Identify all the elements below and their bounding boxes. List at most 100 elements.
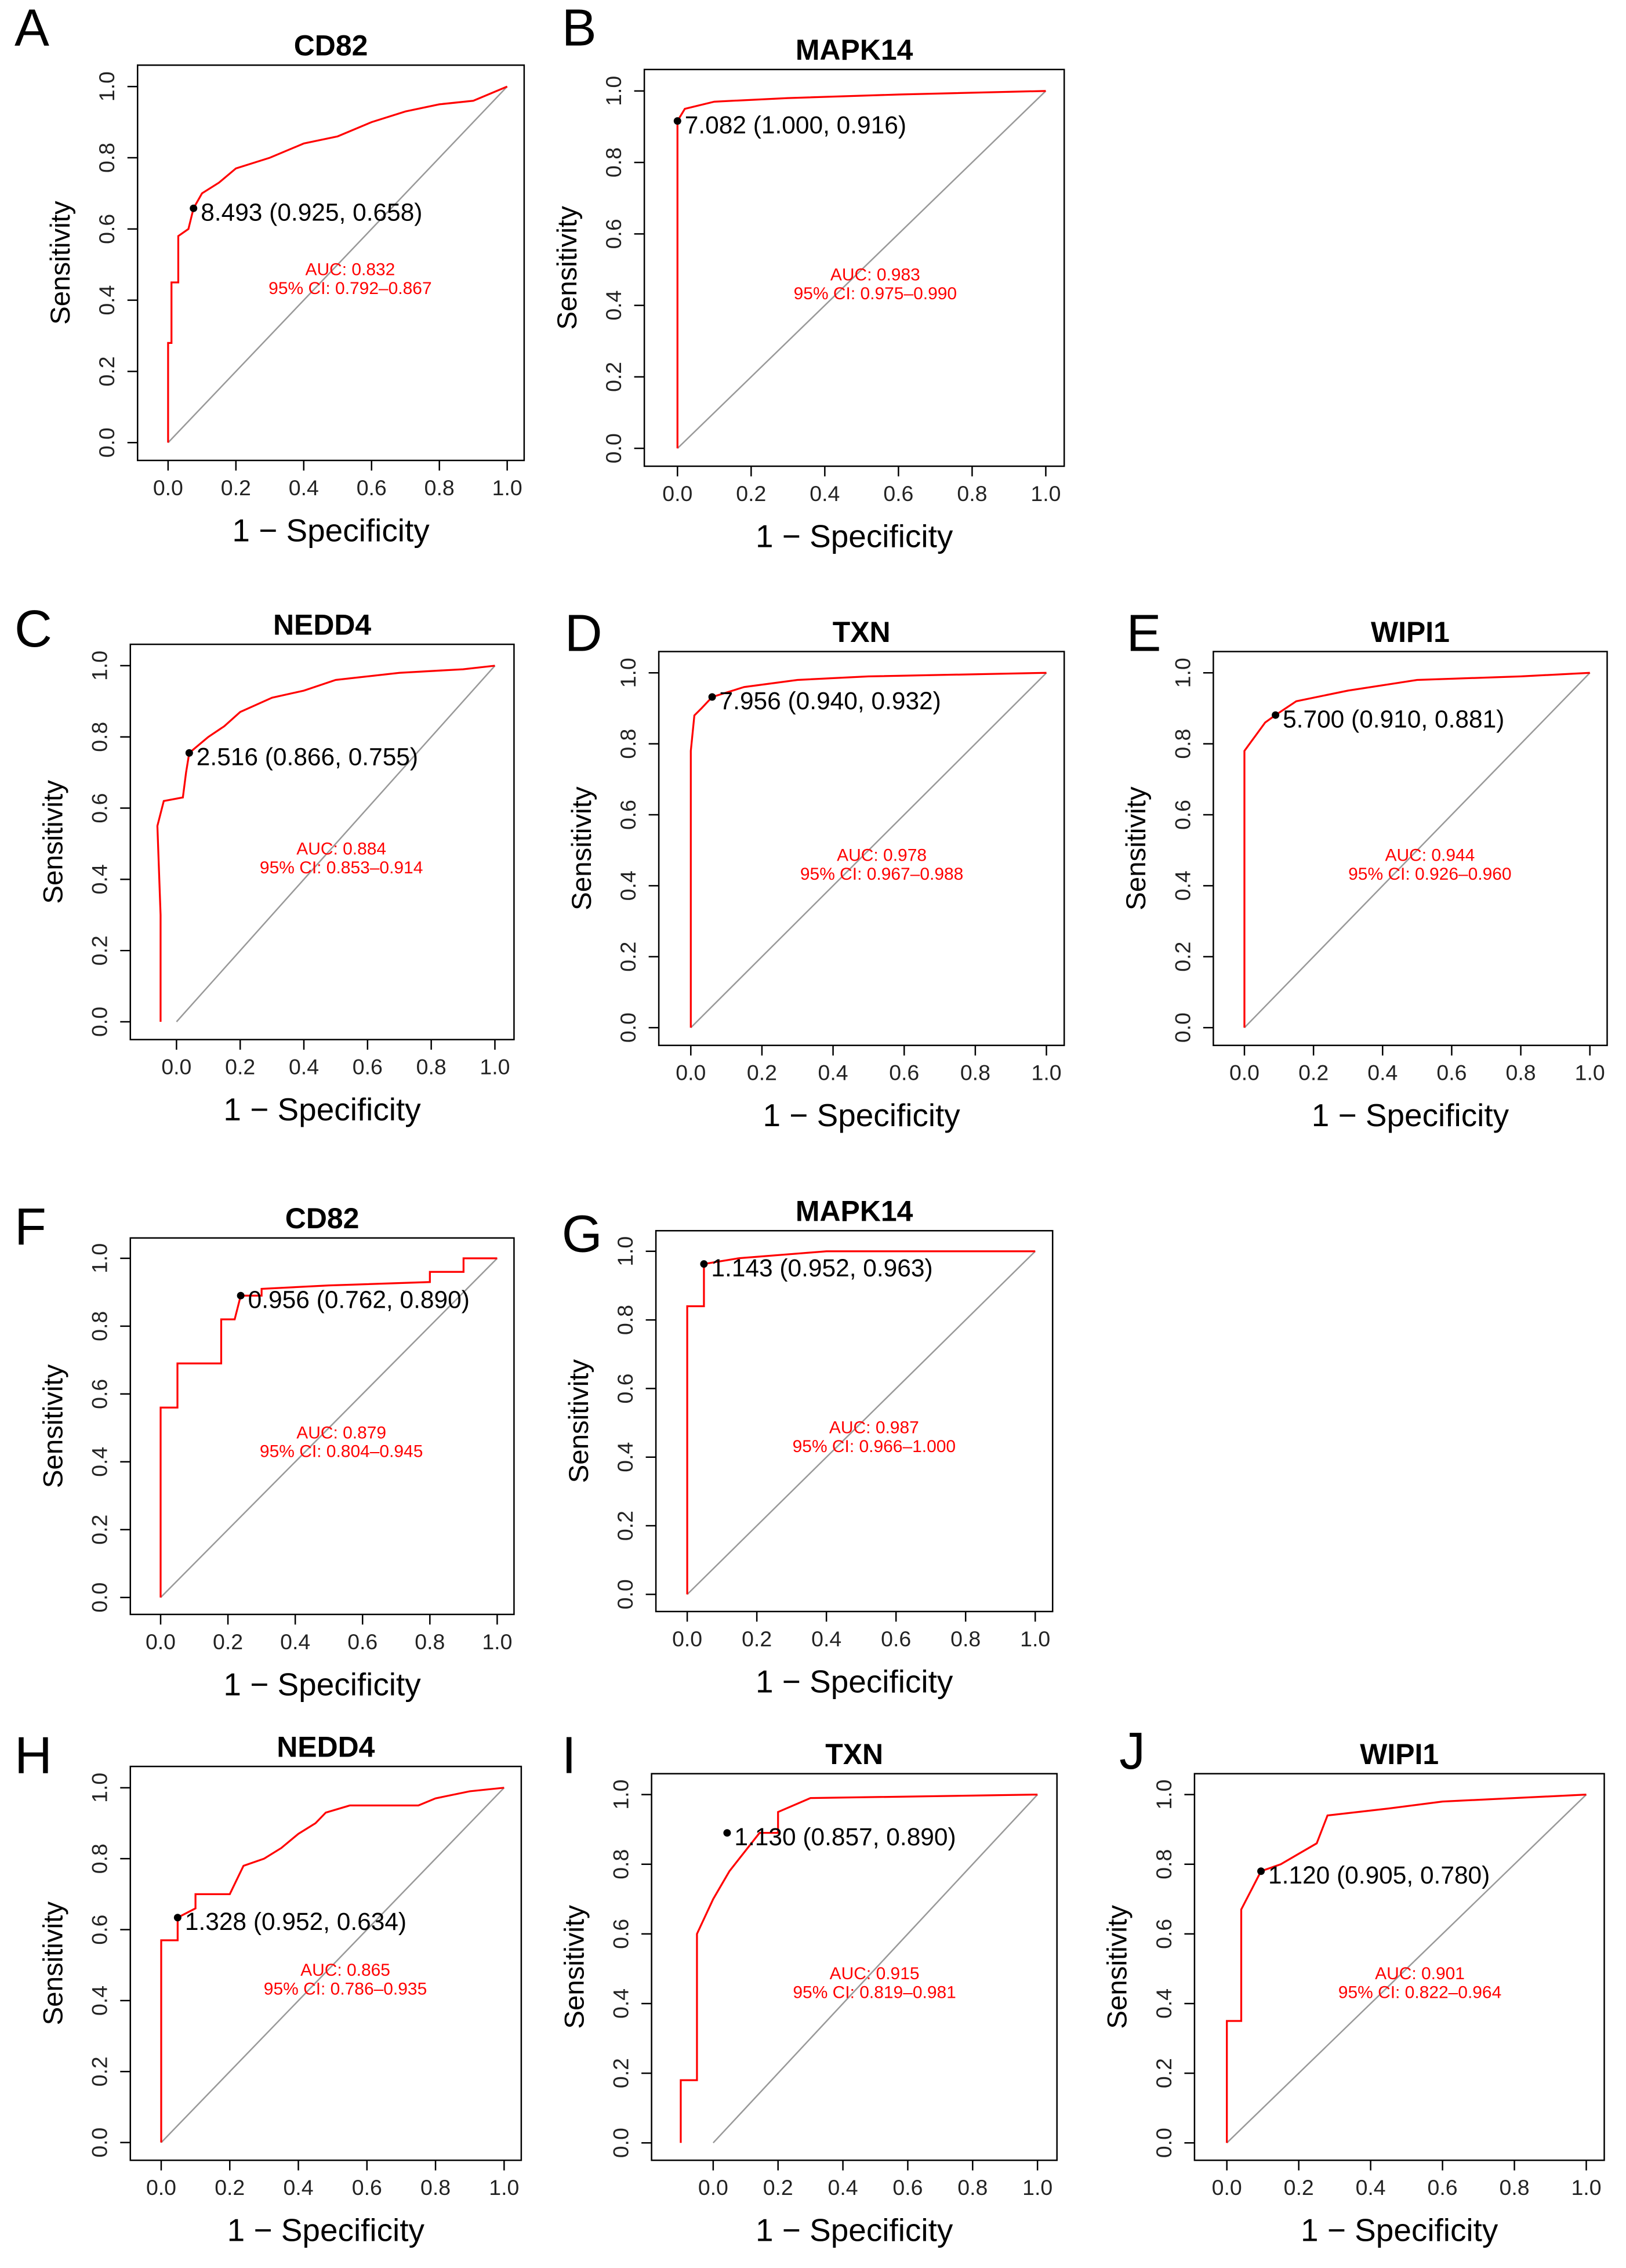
- y-tick-label: 0.8: [601, 147, 626, 177]
- x-tick-label: 0.4: [810, 481, 840, 506]
- y-tick-label: 0.4: [95, 285, 119, 315]
- reference-line: [161, 1787, 505, 2143]
- y-axis-label: Sensitivity: [45, 201, 76, 325]
- panel-letter: A: [14, 0, 49, 57]
- x-axis-label: 1 − Specificity: [756, 1663, 953, 1699]
- panel-letter: F: [14, 1198, 46, 1256]
- auc-label: AUC: 0.983: [830, 266, 920, 285]
- auc-label: AUC: 0.915: [830, 1964, 920, 1983]
- x-tick-label: 0.6: [1436, 1061, 1467, 1085]
- x-tick-label: 0.6: [881, 1627, 911, 1651]
- x-tick-label: 1.0: [480, 1055, 510, 1079]
- x-tick-label: 1.0: [482, 1630, 512, 1654]
- roc-curve: [167, 85, 508, 443]
- y-tick-label: 0.6: [88, 793, 112, 823]
- threshold-point: [237, 1291, 245, 1300]
- y-axis-label: Sensitivity: [567, 786, 597, 910]
- panel-letter: G: [562, 1206, 603, 1264]
- ci-label: 95% CI: 0.966–1.000: [793, 1437, 956, 1456]
- y-tick-label: 1.0: [1152, 1780, 1176, 1810]
- y-tick-label: 0.2: [1170, 942, 1195, 972]
- x-tick-label: 0.2: [1284, 2175, 1314, 2200]
- x-tick-label: 0.6: [357, 476, 387, 500]
- auc-label: AUC: 0.901: [1375, 1964, 1465, 1983]
- x-tick-label: 1.0: [492, 476, 522, 500]
- y-tick-label: 0.4: [88, 1447, 112, 1477]
- y-tick-label: 0.8: [88, 1844, 112, 1874]
- y-tick-label: 0.2: [88, 2056, 112, 2086]
- x-tick-label: 0.4: [280, 1630, 310, 1654]
- x-tick-label: 0.8: [416, 1055, 447, 1079]
- x-tick-label: 0.6: [1428, 2175, 1458, 2200]
- x-tick-label: 0.4: [818, 1061, 848, 1085]
- y-tick-label: 0.4: [616, 870, 640, 901]
- x-tick-label: 0.8: [950, 1627, 981, 1651]
- x-tick-label: 0.8: [960, 1061, 990, 1085]
- y-tick-label: 0.6: [609, 1919, 633, 1949]
- x-tick-label: 0.4: [1367, 1061, 1398, 1085]
- plot-frame: [129, 1765, 522, 2161]
- y-tick-label: 0.6: [616, 800, 640, 830]
- x-axis-label: 1 − Specificity: [223, 1091, 421, 1127]
- plot-frame: [643, 68, 1065, 467]
- ci-label: 95% CI: 0.975–0.990: [794, 284, 957, 303]
- x-tick-label: 0.0: [672, 1627, 702, 1651]
- y-tick-label: 1.0: [601, 76, 626, 106]
- y-tick-label: 0.6: [613, 1373, 637, 1403]
- x-tick-label: 0.0: [146, 1630, 176, 1654]
- x-tick-label: 0.0: [1212, 2175, 1242, 2200]
- plot-frame: [136, 64, 525, 462]
- y-tick-label: 0.2: [95, 356, 119, 386]
- ci-label: 95% CI: 0.792–0.867: [268, 279, 431, 298]
- x-axis-label: 1 − Specificity: [756, 2212, 953, 2248]
- y-tick-label: 0.0: [616, 1013, 640, 1043]
- ci-label: 95% CI: 0.926–0.960: [1348, 865, 1511, 884]
- y-tick-label: 0.6: [95, 214, 119, 244]
- y-tick-label: 0.0: [609, 2128, 633, 2158]
- threshold-label: 7.956 (0.940, 0.932): [720, 687, 941, 714]
- y-tick-label: 0.4: [88, 1986, 112, 2016]
- panel-letter: H: [14, 1726, 52, 1784]
- x-tick-label: 0.8: [424, 476, 455, 500]
- reference-line: [167, 86, 508, 444]
- x-tick-label: 0.6: [892, 2175, 923, 2200]
- y-tick-label: 0.8: [613, 1305, 637, 1335]
- threshold-label: 7.082 (1.000, 0.916): [685, 111, 906, 139]
- threshold-point: [673, 117, 681, 125]
- threshold-label: 0.956 (0.762, 0.890): [248, 1286, 470, 1313]
- threshold-point: [190, 204, 198, 212]
- x-tick-label: 0.0: [676, 1061, 706, 1085]
- auc-label: AUC: 0.832: [305, 260, 395, 280]
- x-tick-label: 0.6: [352, 2175, 382, 2200]
- y-tick-label: 0.6: [601, 219, 626, 249]
- x-tick-label: 1.0: [1020, 1627, 1050, 1651]
- y-axis-label: Sensitivity: [559, 1905, 590, 2029]
- y-tick-label: 0.8: [1152, 1849, 1176, 1879]
- panel-letter: J: [1119, 1722, 1145, 1780]
- plot-frame: [1193, 1773, 1605, 2161]
- threshold-point: [185, 749, 193, 757]
- plot-frame: [651, 1773, 1058, 2161]
- y-tick-label: 0.2: [616, 942, 640, 972]
- y-tick-label: 0.8: [609, 1849, 633, 1879]
- y-tick-label: 0.4: [601, 291, 626, 321]
- auc-label: AUC: 0.987: [829, 1418, 919, 1438]
- threshold-point: [700, 1260, 708, 1268]
- x-tick-label: 0.6: [347, 1630, 378, 1654]
- y-tick-label: 0.0: [95, 427, 119, 458]
- x-tick-label: 1.0: [489, 2175, 519, 2200]
- x-tick-label: 0.8: [420, 2175, 451, 2200]
- x-tick-label: 0.0: [146, 2175, 176, 2200]
- plot-frame: [1213, 651, 1608, 1046]
- y-axis-label: Sensitivity: [38, 1902, 68, 2026]
- ci-label: 95% CI: 0.804–0.945: [260, 1442, 423, 1461]
- y-tick-label: 1.0: [88, 1243, 112, 1273]
- chart-title: CD82: [285, 1202, 360, 1235]
- y-tick-label: 0.0: [88, 2128, 112, 2158]
- y-tick-label: 0.8: [616, 729, 640, 759]
- ci-label: 95% CI: 0.822–0.964: [1338, 1983, 1501, 2002]
- ci-label: 95% CI: 0.786–0.935: [264, 1980, 427, 1999]
- y-tick-label: 0.8: [88, 722, 112, 752]
- y-tick-label: 1.0: [88, 1773, 112, 1803]
